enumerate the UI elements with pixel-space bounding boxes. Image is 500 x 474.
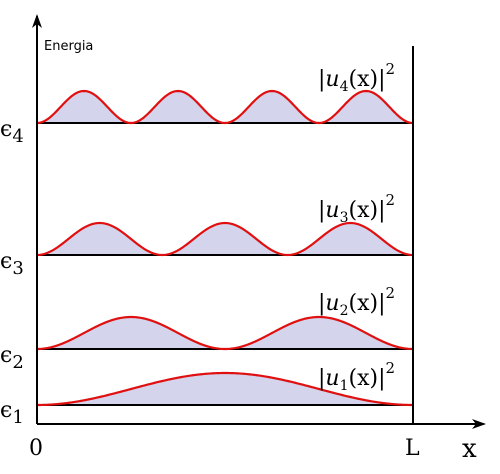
wavefunction-label-2: |u2(x)|2: [318, 284, 395, 319]
energy-levels: [36, 89, 414, 407]
x-origin-label: 0: [29, 436, 43, 461]
wavefunction-label-4: |u4(x)|2: [318, 60, 395, 95]
level-4: [36, 89, 414, 125]
level-1: [36, 371, 414, 407]
energy-label-4: ϵ4: [0, 117, 24, 147]
level-3: [36, 221, 414, 257]
energy-label-3: ϵ3: [0, 249, 24, 279]
probability-curve-4: [36, 89, 414, 125]
probability-curve-2: [36, 315, 414, 351]
probability-curve-3: [36, 221, 414, 257]
wavefunction-label-3: |u3(x)|2: [318, 191, 395, 226]
level-2: [36, 315, 414, 351]
probability-curve-1: [36, 371, 414, 407]
probability-fill-2: [37, 317, 413, 349]
wavefunction-label-1: |u1(x)|2: [318, 359, 395, 394]
probability-fill-4: [37, 91, 413, 123]
x-end-label: L: [405, 436, 420, 461]
energy-label-2: ϵ2: [0, 343, 24, 373]
probability-fill-3: [37, 223, 413, 255]
energy-label-1: ϵ1: [0, 398, 24, 428]
x-axis-title: x: [462, 434, 477, 464]
y-axis-title: Energia: [44, 39, 93, 54]
level-labels: ϵ1 |u1(x)|2 ϵ2 |u2(x)|2 ϵ3 |u3(x)|2 ϵ4 |u4(x)|2: [0, 60, 395, 428]
probability-fill-1: [37, 373, 413, 405]
